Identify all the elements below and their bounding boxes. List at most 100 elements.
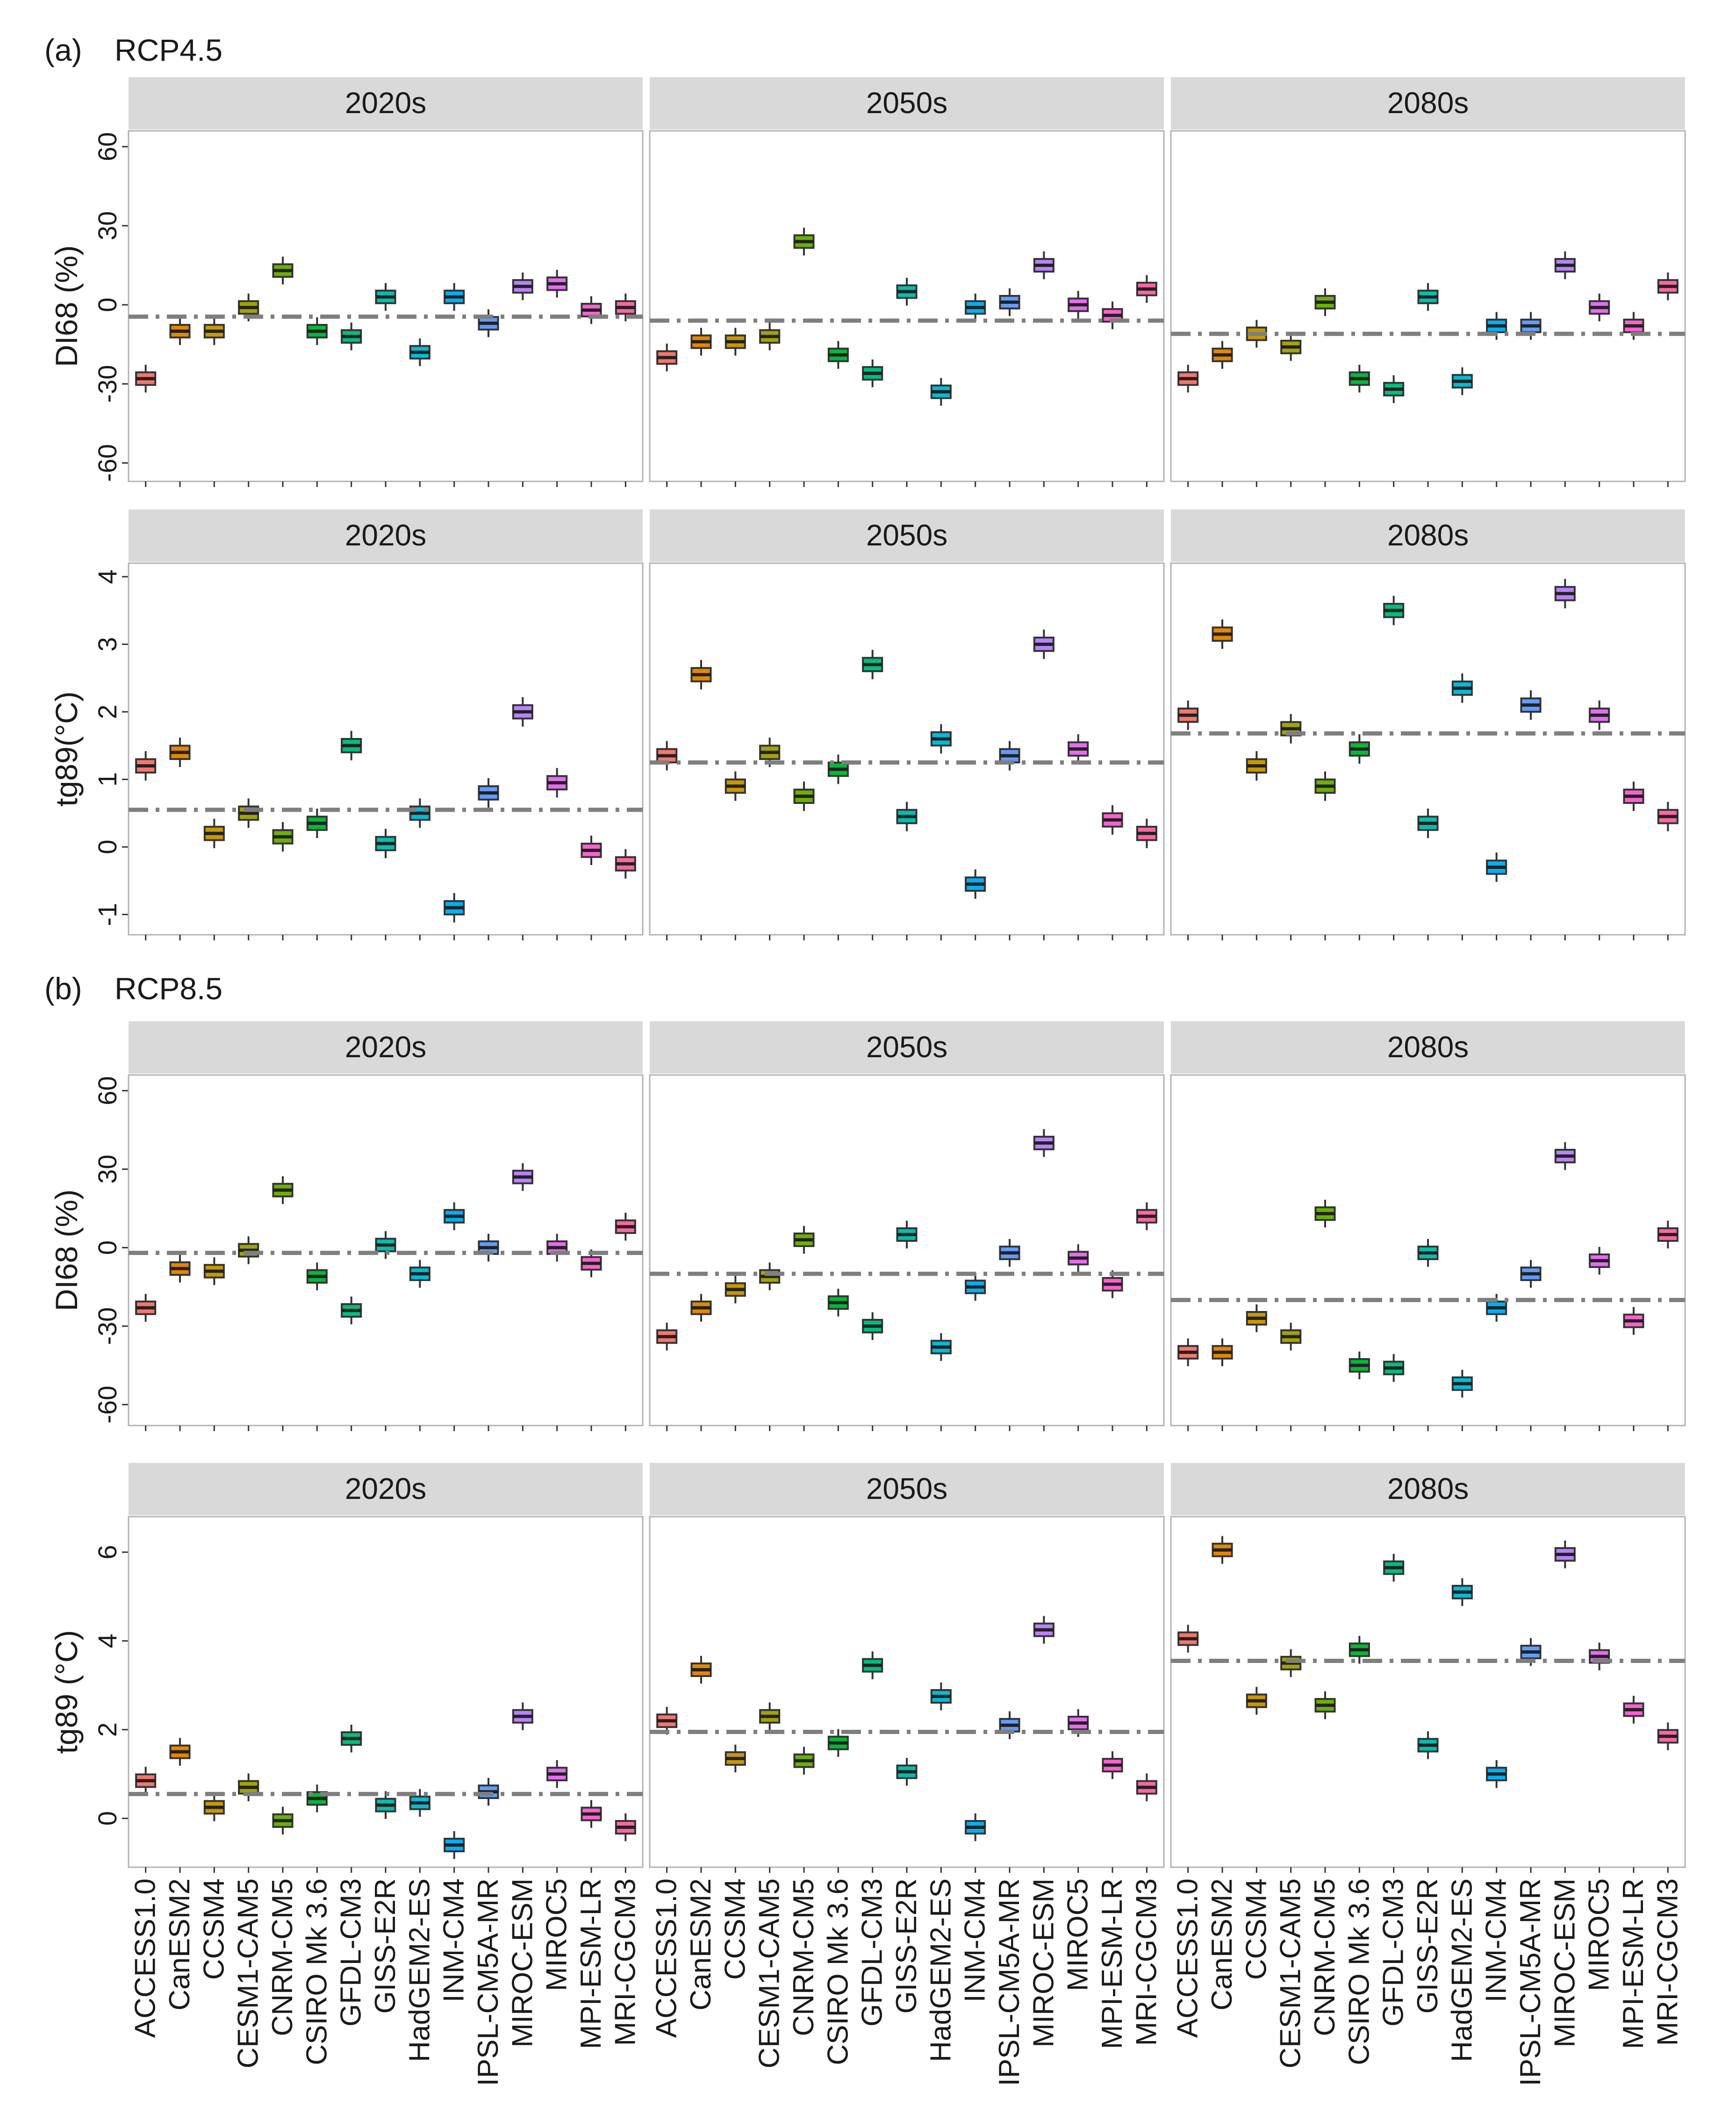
y-tick-label: 4 [93, 1634, 122, 1648]
y-tick-label: 0 [93, 298, 122, 312]
facet-strip [650, 509, 1164, 562]
x-tick-label: CanESM2 [1206, 1878, 1238, 2011]
x-tick-label: GFDL-CM3 [1377, 1878, 1410, 2027]
x-tick-label: MIROC-ESM [506, 1878, 538, 2048]
y-tick-label: 1 [93, 772, 122, 787]
x-tick-label: CNRM-CM5 [788, 1878, 820, 2036]
x-tick-label: HadGEM2-ES [1446, 1878, 1478, 2062]
facet-strip [129, 509, 643, 562]
y-axis-label: tg89(°C) [49, 691, 84, 806]
facet-strip-label: 2080s [1387, 1472, 1469, 1505]
x-tick-label: CESM1-CAM5 [232, 1878, 265, 2069]
facet-strip [129, 77, 643, 129]
x-tick-label: MIROC-ESM [1549, 1878, 1581, 2048]
x-tick-label: HadGEM2-ES [403, 1878, 436, 2062]
x-tick-label: GISS-E2R [890, 1878, 923, 2014]
facet-strip [650, 1021, 1164, 1074]
panel-frame [1170, 1516, 1686, 1868]
section-b-title: RCP8.5 [115, 971, 222, 1006]
section-a-title: RCP4.5 [115, 33, 222, 67]
x-tick-label: GFDL-CM3 [335, 1878, 367, 2027]
y-tick-label: 30 [93, 1154, 122, 1183]
panel-frame [128, 562, 644, 936]
y-tick-label: 60 [93, 132, 122, 161]
x-tick-label: CSIRO Mk 3.6 [822, 1878, 854, 2065]
y-tick-label: 0 [93, 1240, 122, 1255]
facet-strip-label: 2050s [866, 86, 947, 120]
x-tick-label: MPI-ESM-LR [1096, 1878, 1128, 2049]
x-tick-label: ACCESS1.0 [1172, 1878, 1204, 2038]
y-tick-label: 0 [93, 1811, 122, 1826]
facet-strip-label: 2050s [866, 1030, 947, 1064]
y-tick-label: 30 [93, 211, 122, 240]
facet-strip-label: 2020s [345, 1472, 426, 1505]
x-tick-label: CNRM-CM5 [1309, 1878, 1341, 2036]
x-tick-label: INM-CM4 [959, 1878, 991, 2002]
facet-strip-label: 2020s [345, 518, 426, 552]
x-tick-label: MRI-CGCM3 [609, 1878, 641, 2046]
x-tick-label: IPSL-CM5A-MR [472, 1878, 504, 2086]
x-tick-label: CCSM4 [719, 1878, 751, 1980]
x-tick-label: MPI-ESM-LR [575, 1878, 607, 2049]
facet-strip-label: 2080s [1387, 518, 1469, 552]
x-tick-label: MIROC5 [541, 1878, 573, 1991]
facet-strip [650, 1463, 1164, 1515]
facet-strip-label: 2080s [1387, 1030, 1469, 1064]
x-tick-label: CCSM4 [198, 1878, 230, 1980]
facet-strip-label: 2050s [866, 518, 947, 552]
x-tick-label: ACCESS1.0 [129, 1878, 162, 2038]
y-tick-label: 2 [93, 1722, 122, 1737]
x-tick-label: IPSL-CM5A-MR [1514, 1878, 1547, 2086]
x-tick-label: CSIRO Mk 3.6 [1343, 1878, 1375, 2065]
x-tick-label: MRI-CGCM3 [1651, 1878, 1684, 2046]
x-tick-label: HadGEM2-ES [925, 1878, 957, 2062]
x-tick-label: CESM1-CAM5 [1275, 1878, 1307, 2069]
x-tick-label: CESM1-CAM5 [753, 1878, 786, 2069]
x-tick-label: MIROC5 [1062, 1878, 1094, 1991]
x-tick-label: CCSM4 [1240, 1878, 1272, 1980]
y-axis-label: tg89 (°C) [49, 1630, 84, 1754]
x-tick-label: GFDL-CM3 [856, 1878, 889, 2027]
x-tick-label: CanESM2 [164, 1878, 196, 2011]
panel-frame [649, 1074, 1165, 1426]
facet-strip [129, 1021, 643, 1074]
y-axis-label: DI68 (%) [49, 1189, 84, 1311]
y-tick-label: 0 [93, 840, 122, 854]
facet-strip-label: 2020s [345, 1030, 426, 1064]
x-tick-label: GISS-E2R [369, 1878, 402, 2014]
x-tick-label: INM-CM4 [438, 1878, 470, 2002]
y-tick-label: -30 [93, 1307, 122, 1345]
facet-strip [1171, 509, 1685, 562]
x-tick-label: MIROC5 [1583, 1878, 1615, 1991]
facet-strip [1171, 1021, 1685, 1074]
x-tick-label: MIROC-ESM [1027, 1878, 1060, 2048]
facet-strip-label: 2020s [345, 86, 426, 120]
x-tick-label: CanESM2 [685, 1878, 717, 2011]
y-tick-label: -30 [93, 365, 122, 403]
y-tick-label: -60 [93, 444, 122, 482]
x-tick-label: CSIRO Mk 3.6 [301, 1878, 333, 2065]
x-tick-label: MPI-ESM-LR [1617, 1878, 1650, 2049]
x-tick-label: IPSL-CM5A-MR [993, 1878, 1026, 2086]
y-tick-label: 6 [93, 1545, 122, 1559]
x-tick-label: MRI-CGCM3 [1130, 1878, 1162, 2046]
facet-strip-label: 2050s [866, 1472, 947, 1505]
panel-frame [1170, 562, 1686, 936]
y-tick-label: 2 [93, 704, 122, 719]
x-tick-label: GISS-E2R [1412, 1878, 1444, 2014]
facet-strip [1171, 77, 1685, 129]
y-tick-label: 60 [93, 1076, 122, 1105]
x-tick-label: INM-CM4 [1480, 1878, 1513, 2002]
facet-strip [650, 77, 1164, 129]
x-tick-label: CNRM-CM5 [266, 1878, 299, 2036]
y-axis-label: DI68 (%) [49, 245, 84, 367]
panel-frame [649, 1516, 1165, 1868]
facet-strip [1171, 1463, 1685, 1515]
y-tick-label: 4 [93, 569, 122, 584]
y-tick-label: 3 [93, 637, 122, 652]
y-tick-label: -1 [93, 903, 122, 926]
section-a-letter: (a) [44, 33, 82, 67]
